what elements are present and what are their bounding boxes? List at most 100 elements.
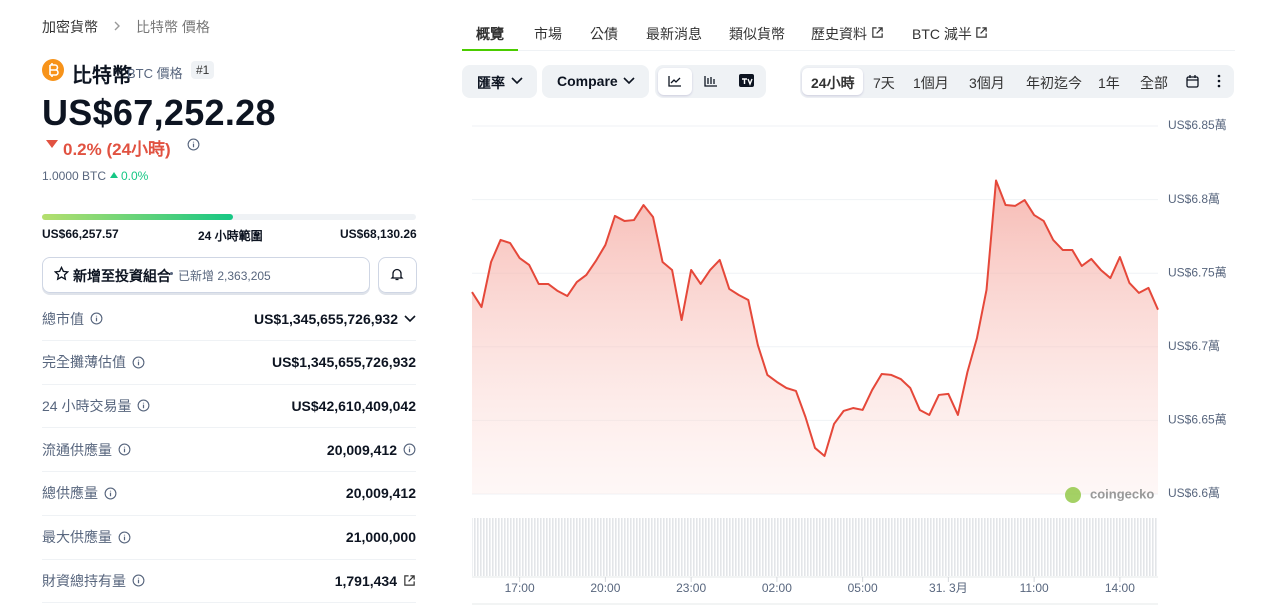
tab[interactable]: 類似貨幣 [729,26,785,42]
external-icon [976,27,987,38]
stat-label: 總市值 [42,310,84,327]
stat-row: 最大供應量 21,000,000 [42,516,416,560]
stat-label: 財資總持有量 [42,572,126,589]
info-icon[interactable] [137,399,150,412]
up-arrow [110,172,118,178]
period[interactable]: 1個月 [913,75,949,91]
stat-value: 20,009,412 [345,485,416,502]
chevron [511,77,523,85]
down-arrow [46,140,58,148]
period[interactable]: 7天 [873,75,895,91]
breadcrumb-root[interactable]: 加密貨幣 [42,19,98,35]
stat-row: 總供應量 20,009,412 [42,472,416,516]
stat-value-group: 20,009,412 [346,485,416,501]
stat-value: US$1,345,655,726,932 [271,354,416,371]
stat-label-group: 最大供應量 [42,527,131,547]
external-icon[interactable] [403,574,416,587]
x-tick-label: 31. 3月 [929,581,968,595]
y-tick-label: US$6.8萬 [1168,192,1220,206]
tradingview-icon[interactable] [739,74,754,87]
period[interactable]: 24小時 [811,75,855,91]
range-label: 24 小時範圍 [198,229,263,243]
stat-label-group: 完全攤薄估值 [42,352,145,372]
stat-value-group: US$1,345,655,726,932 [254,311,416,327]
stat-value: 20,009,412 [326,441,397,458]
coin-name: 比特幣 [72,65,132,87]
info-icon[interactable] [132,574,145,587]
portfolio-button[interactable] [42,257,370,293]
price-area [472,180,1158,495]
compare-label: Compare [557,73,618,89]
price: US$67,252.28 [42,92,276,133]
stat-label: 完全攤薄估值 [42,354,126,371]
chevron [623,77,635,85]
stat-row: 財資總持有量 1,791,434 [42,559,416,604]
period-active [802,68,863,95]
tab[interactable]: BTC 減半 [912,26,972,42]
info-icon[interactable] [187,138,200,151]
stat-value: US$42,610,409,042 [291,397,416,414]
coin-rank: #1 [191,61,215,79]
range-low: US$66,257.57 [42,227,119,241]
stat-label-group: 流通供應量 [42,440,131,460]
period[interactable]: 1年 [1098,75,1120,91]
bell-icon [390,268,404,281]
tab-indicator [462,49,518,51]
currency-button[interactable] [462,65,537,98]
info-icon[interactable] [118,531,131,544]
stat-row: 流通供應量 20,009,412 [42,428,416,473]
x-tick-label: 14:00 [1105,581,1135,595]
y-tick-label: US$6.7萬 [1168,339,1220,353]
period[interactable]: 全部 [1140,75,1168,91]
range-fill [42,214,233,220]
tab[interactable]: 市場 [534,26,562,42]
tab[interactable]: 歷史資料 [811,26,867,42]
stat-value: US$1,345,655,726,932 [253,310,398,327]
stat-label: 最大供應量 [42,529,112,545]
currency-label: 匯率 [477,75,505,91]
tab[interactable]: 公債 [590,26,618,42]
stat-value-group: 21,000,000 [346,529,416,545]
calendar-icon[interactable] [1186,75,1199,88]
tab[interactable]: 概覽 [476,26,504,42]
period-group [800,65,1234,98]
y-tick-label: US$6.6萬 [1168,486,1220,500]
stat-label: 總供應量 [42,485,98,502]
line-icon [668,76,681,87]
watermark: coingecko [1090,486,1154,501]
stat-row: 24 小時交易量 US$42,610,409,042 [42,384,416,429]
info-icon[interactable] [403,443,416,456]
alert-button[interactable] [378,257,417,293]
tab[interactable]: 最新消息 [646,26,702,42]
stat-value-group: US$1,345,655,726,932 [272,354,416,370]
x-tick-label: 11:00 [1020,581,1049,595]
y-tick-label: US$6.75萬 [1168,265,1227,279]
info-icon[interactable] [118,443,131,456]
volume-band [472,518,1158,576]
star-icon [54,266,69,281]
stat-row: 總市值 US$1,345,655,726,932 [42,297,416,341]
stat-value: 21,000,000 [345,529,416,545]
info-icon[interactable] [104,487,117,500]
candle-icon[interactable] [704,75,718,87]
period[interactable]: 年初迄今 [1026,75,1082,91]
chevron[interactable] [404,314,416,324]
stat-value-group: US$42,610,409,042 [291,398,416,414]
menu-icon[interactable] [1216,74,1222,88]
x-tick-label: 23:00 [676,581,706,595]
external-icon [872,27,883,38]
portfolio-label: 新增至投資組合 [73,268,171,284]
stat-label-group: 24 小時交易量 [42,396,150,416]
period[interactable]: 3個月 [969,75,1005,91]
info-icon[interactable] [90,312,103,325]
stat-label: 24 小時交易量 [42,397,132,414]
x-tick-label: 02:00 [762,581,792,595]
watermark-logo [1065,487,1081,503]
breadcrumb-sep [114,21,120,31]
price-line [471,179,1159,458]
info-icon[interactable] [132,356,145,369]
range-high: US$68,130.26 [340,227,417,241]
x-tick-label: 20:00 [590,581,620,595]
